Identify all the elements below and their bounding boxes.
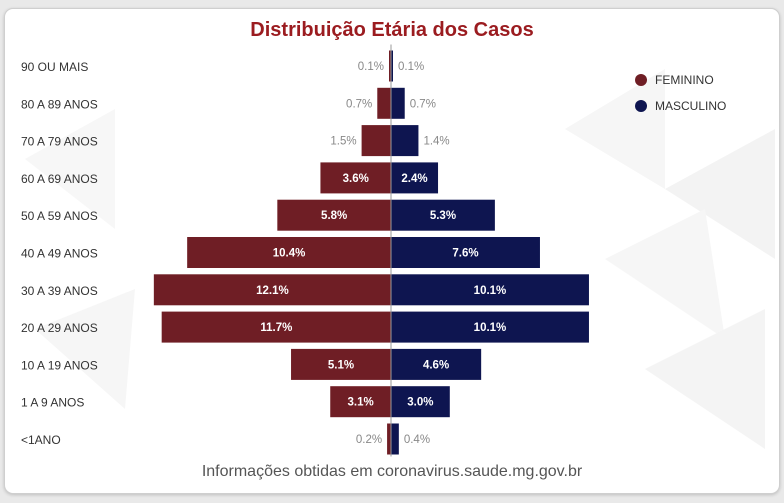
data-label-feminino: 3.6% xyxy=(343,173,369,185)
category-label: 10 A 19 ANOS xyxy=(21,358,98,372)
bar-feminino xyxy=(161,311,391,343)
bar-feminino xyxy=(153,274,391,306)
category-label: 90 OU MAIS xyxy=(21,60,88,74)
data-label-feminino: 5.8% xyxy=(321,210,347,222)
bar-masculino xyxy=(391,162,439,194)
bar-masculino xyxy=(391,274,589,306)
bar-masculino xyxy=(391,237,540,268)
legend-dot-masculino xyxy=(635,100,647,112)
data-label-feminino: 1.5% xyxy=(330,136,356,148)
bar-feminino xyxy=(387,423,391,455)
data-label-masculino: 10.1% xyxy=(474,322,507,334)
bar-masculino xyxy=(391,87,405,119)
data-label-feminino: 0.7% xyxy=(346,98,372,110)
data-label-masculino: 4.6% xyxy=(423,359,449,371)
data-label-feminino: 0.1% xyxy=(358,61,384,73)
data-label-feminino: 10.4% xyxy=(273,248,306,260)
bar-feminino xyxy=(377,87,391,119)
category-label: 1 A 9 ANOS xyxy=(21,396,84,410)
bar-feminino xyxy=(320,162,391,194)
bar-feminino xyxy=(187,237,391,268)
data-label-feminino: 12.1% xyxy=(256,285,289,297)
legend-item-masculino: MASCULINO xyxy=(635,93,726,119)
category-label: 70 A 79 ANOS xyxy=(21,135,98,149)
data-label-masculino: 1.4% xyxy=(423,136,449,148)
source-note: Informações obtidas em coronavirus.saude… xyxy=(201,463,583,480)
data-label-feminino: 11.7% xyxy=(260,322,292,334)
data-label-masculino: 0.1% xyxy=(398,61,424,73)
bar-feminino xyxy=(330,386,391,418)
category-label: 60 A 69 ANOS xyxy=(21,172,98,186)
legend-dot-feminino xyxy=(635,74,647,86)
data-label-masculino: 0.7% xyxy=(410,98,436,110)
category-label: <1ANO xyxy=(21,433,61,447)
legend-label-feminino: FEMININO xyxy=(655,73,714,87)
category-label: 80 A 89 ANOS xyxy=(21,97,98,111)
bar-masculino xyxy=(391,125,419,157)
bar-masculino xyxy=(391,50,393,82)
pyramid-chart: 90 OU MAIS 0.1% 0.1% 80 A 89 ANOS 0.7% 0.7% 70… xyxy=(21,44,589,457)
category-label: 20 A 29 ANOS xyxy=(21,321,98,335)
bar-masculino xyxy=(391,199,495,231)
bar-feminino xyxy=(361,125,391,157)
legend-label-masculino: MASCULINO xyxy=(655,99,727,113)
data-label-feminino: 0.2% xyxy=(356,434,382,446)
bar-masculino xyxy=(391,311,589,343)
data-label-masculino: 7.6% xyxy=(452,248,478,260)
bar-feminino xyxy=(277,199,391,231)
bar-masculino xyxy=(391,423,399,455)
category-label: 40 A 49 ANOS xyxy=(21,247,98,261)
legend-item-feminino: FEMININO xyxy=(635,67,726,93)
data-label-masculino: 2.4% xyxy=(401,173,427,185)
category-label: 30 A 39 ANOS xyxy=(21,284,98,298)
data-label-masculino: 5.3% xyxy=(430,210,456,222)
background-pattern xyxy=(25,69,775,449)
chart-legend: FEMININO MASCULINO xyxy=(635,67,726,119)
chart-card: Distribuição Etária dos Casos 90 OU MAIS… xyxy=(4,8,780,494)
data-label-feminino: 5.1% xyxy=(328,359,354,371)
bar-feminino xyxy=(291,348,391,380)
bar-feminino xyxy=(389,50,391,82)
bar-masculino xyxy=(391,348,482,380)
category-label: 50 A 59 ANOS xyxy=(21,209,98,223)
data-label-masculino: 0.4% xyxy=(404,434,430,446)
chart-title: Distribuição Etária dos Casos xyxy=(250,19,534,41)
data-label-feminino: 3.1% xyxy=(348,397,374,409)
data-label-masculino: 10.1% xyxy=(474,285,507,297)
data-label-masculino: 3.0% xyxy=(407,397,433,409)
bar-masculino xyxy=(391,386,450,418)
